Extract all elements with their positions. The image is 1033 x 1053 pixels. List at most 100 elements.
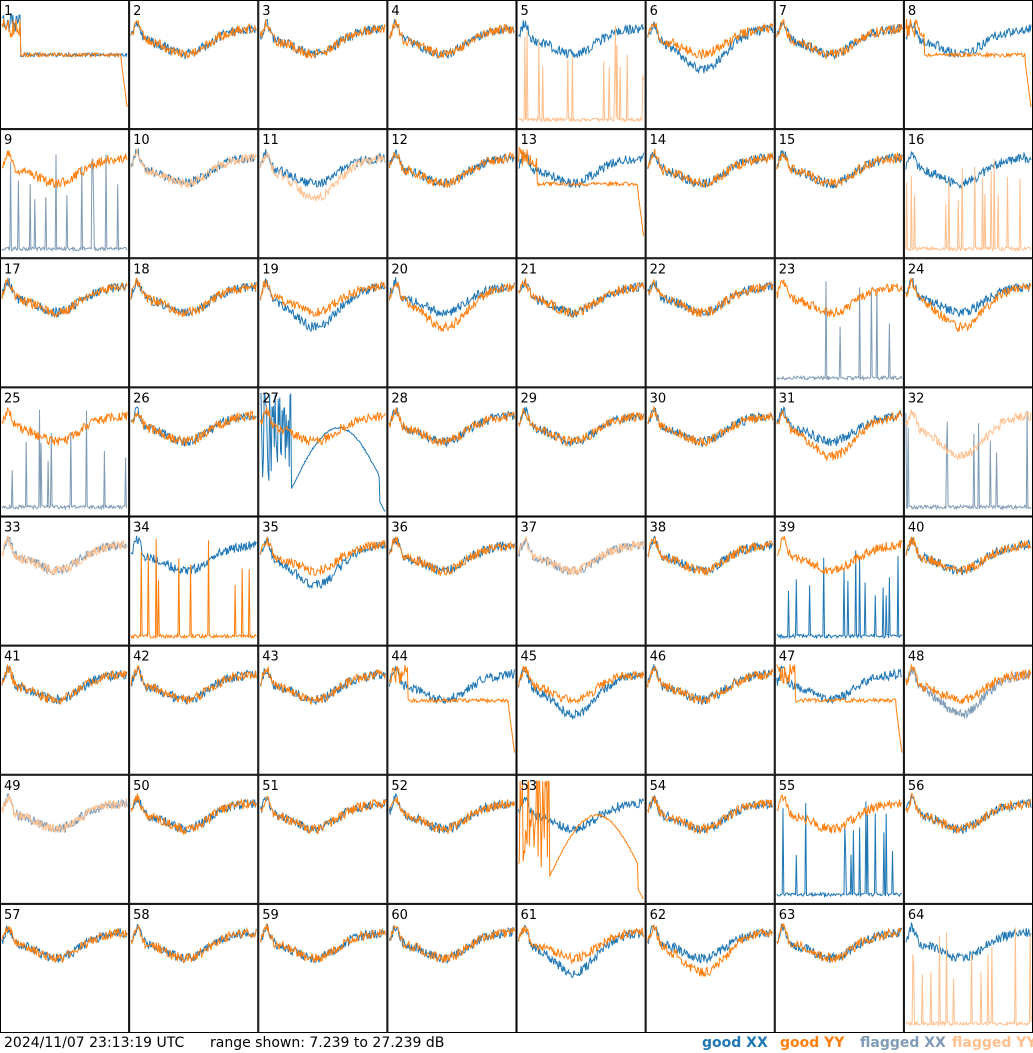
panel-label-41: 41 xyxy=(4,650,21,665)
series-19-xx xyxy=(259,278,386,333)
panel-label-44: 44 xyxy=(391,650,408,665)
panel-45: 45 xyxy=(516,645,646,775)
panel-label-40: 40 xyxy=(908,521,925,536)
series-46-yy xyxy=(647,665,774,706)
series-7-xx xyxy=(776,20,903,60)
panel-label-1: 1 xyxy=(4,4,12,19)
series-10-yy xyxy=(130,148,257,189)
panel-13: 13 xyxy=(516,129,646,259)
panel-label-25: 25 xyxy=(4,391,21,406)
panel-label-42: 42 xyxy=(133,650,150,665)
panel-label-30: 30 xyxy=(650,391,667,406)
panel-label-62: 62 xyxy=(650,908,667,923)
panel-frame xyxy=(0,645,130,775)
panel-frame xyxy=(0,903,130,1033)
legend-good-xx: good XX xyxy=(702,1035,768,1051)
series-43-yy xyxy=(259,666,386,706)
panel-15: 15 xyxy=(774,129,904,259)
panel-11: 11 xyxy=(258,129,388,259)
panel-51: 51 xyxy=(258,774,388,904)
panel-frame xyxy=(774,387,904,517)
series-45-xx xyxy=(518,666,645,721)
series-27-xx xyxy=(260,393,386,512)
panel-label-23: 23 xyxy=(779,262,796,277)
panel-frame xyxy=(903,0,1033,130)
series-34-xx xyxy=(130,535,257,575)
panel-frame xyxy=(774,258,904,388)
panel-frame xyxy=(129,903,259,1033)
panel-frame xyxy=(645,258,775,388)
panel-label-48: 48 xyxy=(908,650,925,665)
panel-frame xyxy=(258,258,388,388)
panel-frame xyxy=(129,0,259,130)
series-61-xx xyxy=(518,924,644,979)
series-2-yy xyxy=(130,19,257,60)
series-5-xx xyxy=(518,20,645,59)
series-28-yy xyxy=(388,407,515,447)
panel-25: 25 xyxy=(0,387,130,517)
panel-60: 60 xyxy=(387,903,517,1033)
panel-59: 59 xyxy=(258,903,388,1033)
panel-frame xyxy=(258,387,388,517)
panel-36: 36 xyxy=(387,516,517,646)
panel-label-2: 2 xyxy=(133,4,141,19)
panel-21: 21 xyxy=(516,258,646,388)
panel-label-53: 53 xyxy=(521,779,538,794)
panel-18: 18 xyxy=(129,258,259,388)
series-35-yy xyxy=(259,536,386,577)
panel-label-7: 7 xyxy=(779,4,787,19)
panel-41: 41 xyxy=(0,645,130,775)
panel-frame xyxy=(387,774,517,904)
panel-1: 1 xyxy=(0,0,130,130)
panel-frame xyxy=(645,516,775,646)
series-58-yy xyxy=(130,924,257,963)
series-20-xx xyxy=(388,277,515,318)
series-59-yy xyxy=(259,923,386,963)
panel-frame xyxy=(774,903,904,1033)
series-8-yy xyxy=(905,18,1032,108)
panel-frame xyxy=(516,645,646,775)
panel-frame xyxy=(0,258,130,388)
series-4-yy xyxy=(388,19,515,59)
panel-55: 55 xyxy=(774,774,904,904)
panel-43: 43 xyxy=(258,645,388,775)
panel-frame xyxy=(129,387,259,517)
series-31-yy xyxy=(776,409,903,462)
panel-35: 35 xyxy=(258,516,388,646)
panel-33: 33 xyxy=(0,516,130,646)
series-24-yy xyxy=(905,277,1032,333)
series-42-yy xyxy=(130,665,257,704)
series-23-xx xyxy=(776,281,903,382)
panel-label-20: 20 xyxy=(391,262,408,277)
panel-37: 37 xyxy=(516,516,646,646)
series-3-yy xyxy=(259,19,386,60)
panel-label-39: 39 xyxy=(779,521,796,536)
panel-label-24: 24 xyxy=(908,262,925,277)
panel-label-22: 22 xyxy=(650,262,667,277)
series-11-yy xyxy=(259,151,386,202)
panel-frame xyxy=(0,387,130,517)
series-23-yy xyxy=(776,279,903,318)
panel-frame xyxy=(258,0,388,130)
panel-frame xyxy=(258,645,388,775)
panel-frame xyxy=(516,774,646,904)
panel-label-54: 54 xyxy=(650,779,667,794)
series-19-yy xyxy=(259,279,386,317)
panel-frame xyxy=(774,516,904,646)
series-27-yy xyxy=(259,406,386,446)
panel-label-21: 21 xyxy=(521,262,538,277)
panel-frame xyxy=(516,258,646,388)
series-54-xx xyxy=(647,794,773,834)
panel-22: 22 xyxy=(645,258,775,388)
panel-label-51: 51 xyxy=(262,779,279,794)
series-24-xx xyxy=(905,277,1032,317)
series-9-yy xyxy=(1,150,128,189)
panel-label-9: 9 xyxy=(4,133,12,148)
panel-frame xyxy=(645,645,775,775)
series-38-xx xyxy=(647,535,774,575)
panel-frame xyxy=(903,774,1033,904)
series-11-xx xyxy=(259,148,386,188)
series-39-xx xyxy=(776,550,903,640)
panel-label-56: 56 xyxy=(908,779,925,794)
panel-frame xyxy=(903,258,1033,388)
